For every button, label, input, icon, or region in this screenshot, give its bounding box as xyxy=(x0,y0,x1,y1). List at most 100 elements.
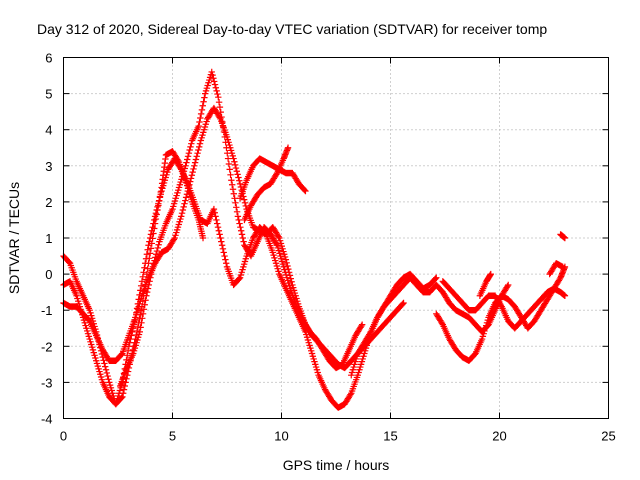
data-point-marker xyxy=(400,299,407,307)
data-point-marker xyxy=(230,190,238,197)
x-tick-label: 25 xyxy=(601,429,615,444)
data-point-marker xyxy=(505,281,512,289)
data-point-marker xyxy=(561,234,569,242)
data-point-marker xyxy=(146,234,154,242)
data-point-marker xyxy=(104,372,111,380)
data-point-marker xyxy=(139,310,147,318)
data-point-marker xyxy=(240,196,248,203)
data-point-marker xyxy=(157,191,164,198)
data-point-marker xyxy=(142,255,150,262)
data-point-marker xyxy=(151,257,158,264)
data-point-marker xyxy=(190,165,197,173)
data-point-marker xyxy=(358,321,366,328)
data-point-marker xyxy=(194,149,201,157)
data-point-marker xyxy=(236,220,243,227)
data-point-marker xyxy=(102,366,110,373)
data-point-marker xyxy=(240,238,247,245)
data-point-marker xyxy=(138,319,145,327)
data-point-marker xyxy=(216,103,224,111)
data-point-marker xyxy=(199,234,207,242)
series-track-7 xyxy=(348,274,512,379)
y-tick-label: 1 xyxy=(45,231,52,246)
data-point-marker xyxy=(222,260,230,267)
data-point-marker xyxy=(139,315,146,322)
data-point-marker xyxy=(487,270,494,278)
data-point-marker xyxy=(148,270,155,278)
data-point-marker xyxy=(184,187,191,195)
data-point-marker xyxy=(193,153,200,160)
data-point-marker xyxy=(236,180,244,188)
data-point-marker xyxy=(282,256,290,263)
data-point-marker xyxy=(229,186,237,193)
data-point-marker xyxy=(235,174,242,181)
data-point-marker xyxy=(184,156,191,163)
data-point-marker xyxy=(182,194,190,201)
series-track-9 xyxy=(439,278,569,332)
data-point-marker xyxy=(212,84,220,91)
data-point-marker xyxy=(220,128,228,136)
data-point-marker xyxy=(219,245,227,253)
data-point-marker xyxy=(182,197,189,204)
data-point-marker xyxy=(148,267,156,274)
series-track-4 xyxy=(116,68,366,390)
data-point-marker xyxy=(181,200,188,207)
data-point-marker xyxy=(192,156,200,163)
data-point-marker xyxy=(222,256,229,263)
data-point-marker xyxy=(211,81,219,88)
data-point-marker xyxy=(143,288,151,296)
data-point-marker xyxy=(188,140,195,147)
data-point-marker xyxy=(196,143,203,151)
data-point-marker xyxy=(101,363,109,370)
data-point-marker xyxy=(210,75,217,82)
data-point-marker xyxy=(153,247,161,255)
data-point-marker xyxy=(225,160,233,168)
data-point-marker xyxy=(153,206,160,214)
y-tick-label: -1 xyxy=(41,303,53,318)
y-tick-label: 2 xyxy=(45,195,52,210)
data-point-marker xyxy=(141,264,148,271)
data-point-marker xyxy=(284,144,292,151)
data-point-marker xyxy=(150,220,157,227)
data-point-marker xyxy=(358,322,365,330)
data-point-marker xyxy=(233,168,241,175)
data-point-marker xyxy=(213,87,220,95)
data-point-marker xyxy=(155,241,162,248)
data-point-marker xyxy=(231,158,238,165)
data-point-marker xyxy=(156,194,164,201)
data-point-marker xyxy=(187,143,194,151)
data-point-marker xyxy=(137,324,144,331)
data-point-marker xyxy=(149,223,156,231)
data-point-marker xyxy=(105,376,112,383)
data-point-marker xyxy=(196,140,204,147)
data-point-marker xyxy=(233,204,240,211)
data-point-marker xyxy=(234,171,241,178)
data-point-marker xyxy=(149,263,157,271)
data-point-marker xyxy=(221,252,228,260)
data-point-marker xyxy=(301,186,308,194)
data-point-marker xyxy=(146,238,153,245)
data-point-marker xyxy=(224,155,232,162)
data-point-marker xyxy=(191,162,198,169)
data-point-marker xyxy=(214,90,221,98)
data-point-marker xyxy=(187,178,194,185)
data-point-marker xyxy=(238,231,246,238)
data-point-marker xyxy=(148,227,155,234)
data-point-marker xyxy=(183,159,190,166)
data-point-marker xyxy=(273,240,280,248)
data-point-marker xyxy=(231,195,238,202)
data-point-marker xyxy=(179,206,187,214)
data-point-marker xyxy=(180,203,187,211)
data-point-marker xyxy=(152,251,160,258)
data-point-marker xyxy=(138,278,146,285)
y-tick-label: 0 xyxy=(45,267,52,282)
data-point-marker xyxy=(195,122,202,130)
data-point-marker xyxy=(241,199,249,207)
data-point-marker xyxy=(140,306,148,313)
data-point-marker xyxy=(152,254,159,261)
data-point-marker xyxy=(283,259,290,267)
data-point-marker xyxy=(213,216,220,224)
data-point-marker xyxy=(150,260,157,267)
data-points xyxy=(60,68,569,411)
data-point-marker xyxy=(195,146,202,154)
